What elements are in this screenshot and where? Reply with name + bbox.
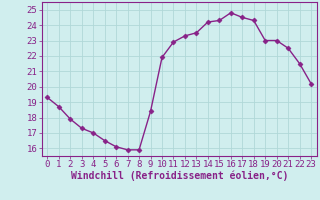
X-axis label: Windchill (Refroidissement éolien,°C): Windchill (Refroidissement éolien,°C) (70, 171, 288, 181)
